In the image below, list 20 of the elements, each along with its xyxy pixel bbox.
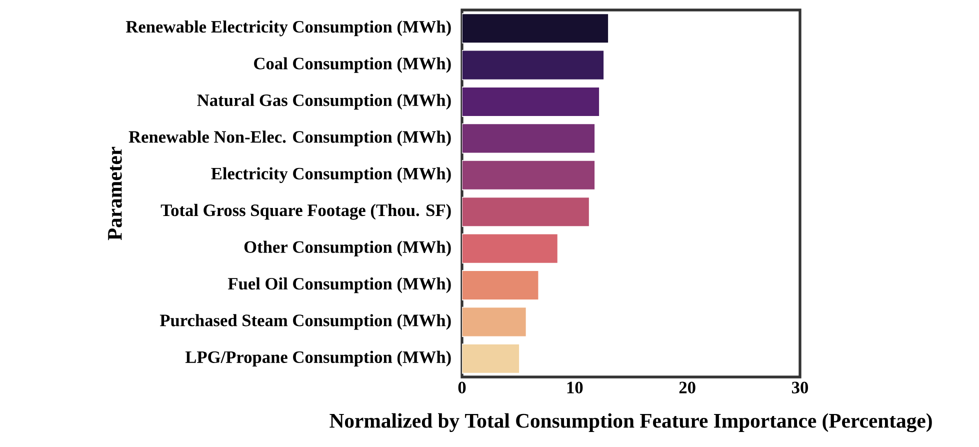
y-tick-label: LPG/Propane Consumption (MWh): [185, 350, 451, 367]
y-tick-label: Total Gross Square Footage (Thou. SF): [160, 204, 451, 220]
y-tick-label: Fuel Oil Consumption (MWh): [228, 277, 451, 294]
x-axis-title: Normalized by Total Consumption Feature Importance (Percentage): [330, 413, 932, 432]
y-tick-label: Purchased Steam Consumption (MWh): [160, 314, 451, 330]
x-tick-label: 30: [792, 382, 808, 394]
y-axis-title: Parameter: [108, 146, 122, 240]
bar: [462, 306, 527, 338]
y-tick-label: Renewable Non-Elec. Consumption (MWh): [128, 130, 451, 146]
bar: [462, 196, 590, 227]
bar: [462, 123, 596, 154]
bar: [462, 50, 604, 80]
y-tick-label: Coal Consumption (MWh): [254, 57, 451, 73]
y-tick-label: Natural Gas Consumption (MWh): [197, 94, 451, 110]
x-tick-label: 20: [679, 382, 696, 394]
x-tick-label: 0: [458, 382, 466, 394]
y-tick-label: Other Consumption (MWh): [244, 240, 451, 256]
x-tick-label: 10: [567, 382, 583, 394]
y-tick-label: Electricity Consumption (MWh): [211, 167, 451, 184]
y-tick-label: Renewable Electricity Consumption (MWh): [126, 20, 451, 36]
